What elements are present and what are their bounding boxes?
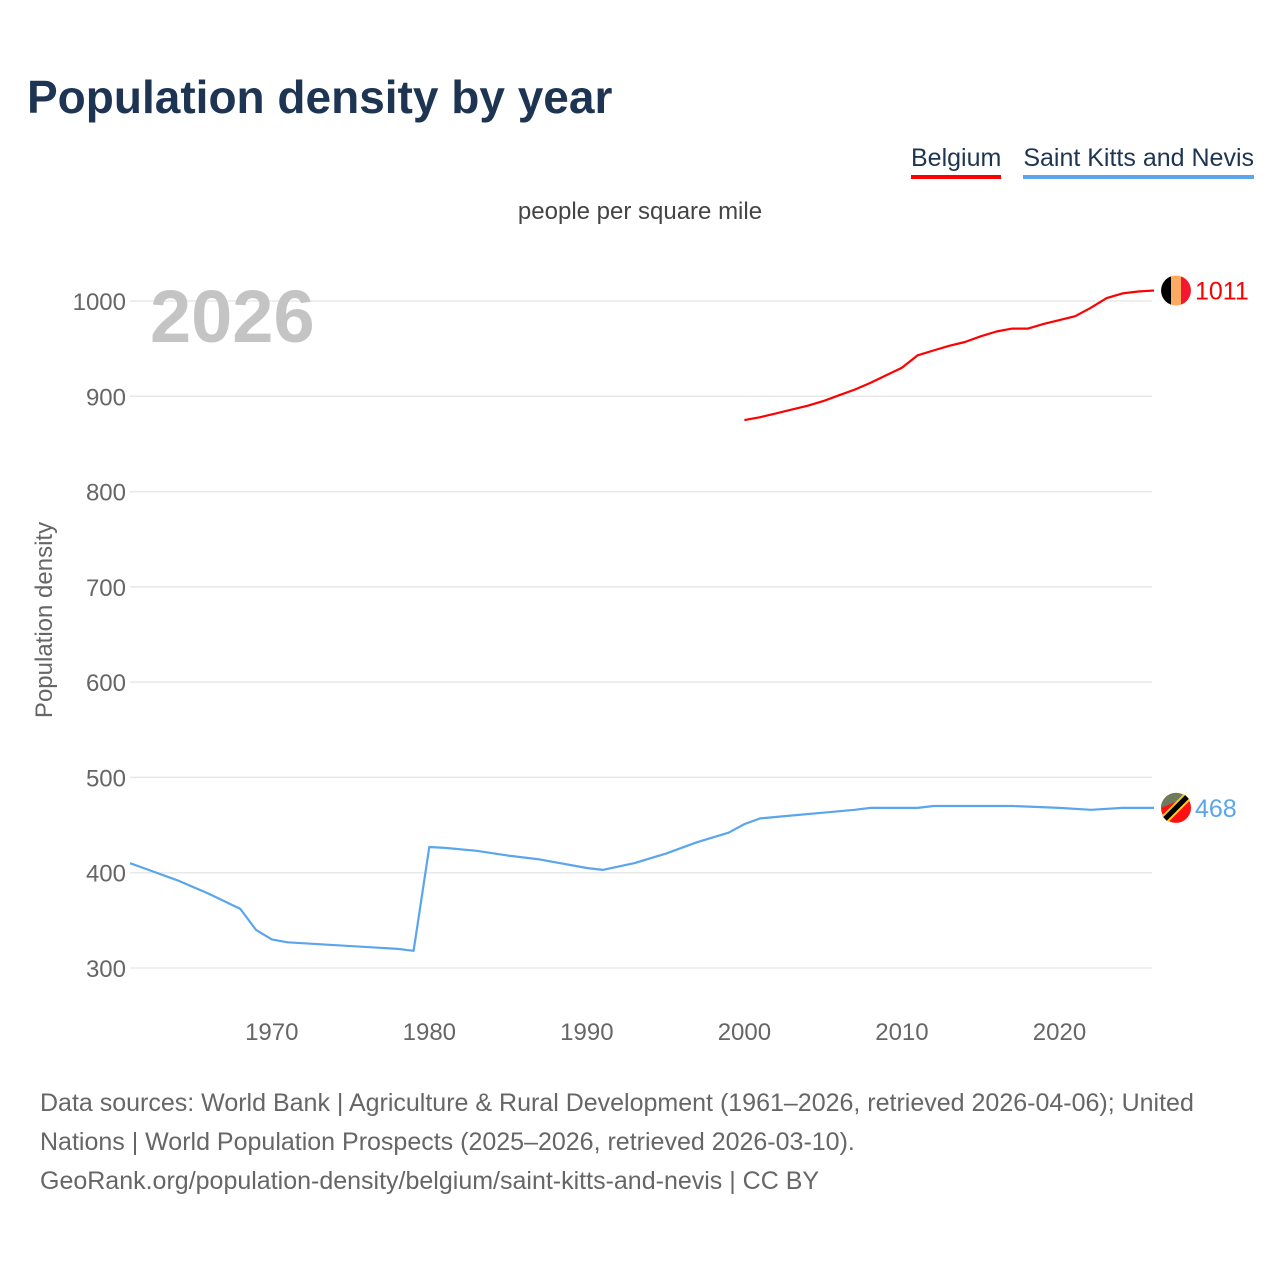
end-value-label: 468 [1195,795,1237,823]
belgium-flag-icon-red [1181,276,1191,305]
legend: Belgium Saint Kitts and Nevis [911,144,1254,179]
x-tick-label: 2000 [718,1019,771,1046]
end-value-label: 1011 [1195,278,1249,306]
chart-title: Population density by year [27,71,613,123]
saint-kitts-flag-icon-black [1163,795,1189,821]
x-tick-label: 2020 [1033,1019,1086,1046]
y-tick-label: 800 [86,480,126,507]
data-sources: Data sources: World Bank | Agriculture &… [40,1089,1194,1156]
y-tick-label: 1000 [73,289,126,316]
legend-item-saint-kitts-and-nevis[interactable]: Saint Kitts and Nevis [1023,144,1254,179]
saint-kitts-flag-icon-green [1161,792,1187,808]
y-tick-label: 500 [86,765,126,792]
y-tick-label: 600 [86,670,126,697]
series-line-belgium [744,289,1155,422]
attribution-link[interactable]: GeoRank.org/population-density/belgium/s… [40,1167,820,1195]
x-tick-label: 2010 [875,1019,928,1046]
y-tick-label: 400 [86,861,126,888]
year-watermark: 2026 [150,275,315,358]
belgium-flag-icon-black [1161,276,1171,305]
y-tick-label: 300 [86,956,126,983]
chart-subtitle: people per square mile [517,198,763,225]
footer: Data sources: World Bank | Agriculture &… [40,1084,1250,1201]
legend-item-belgium[interactable]: Belgium [911,144,1002,179]
x-tick-label: 1990 [560,1019,613,1046]
y-axis-label: Population density [31,522,58,718]
x-tick-label: 1980 [403,1019,456,1046]
x-tick-label: 1970 [245,1019,298,1046]
series-line-saint-kitts-and-nevis [129,804,1154,952]
y-tick-label: 900 [86,384,126,411]
y-tick-label: 700 [86,575,126,602]
